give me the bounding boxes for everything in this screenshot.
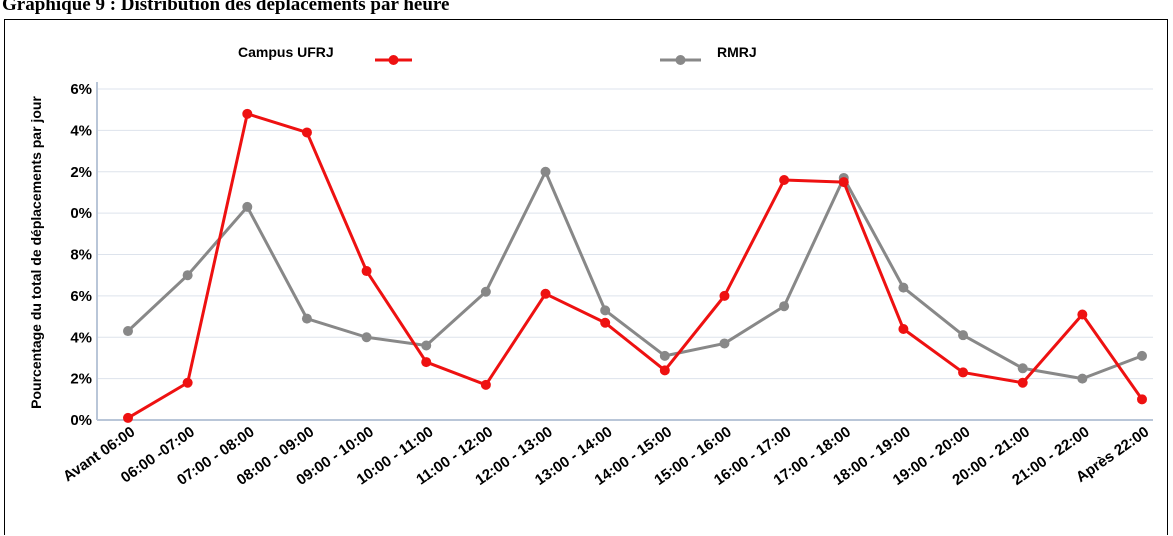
data-point [1077, 373, 1088, 384]
data-point [1017, 377, 1028, 388]
data-point [540, 166, 551, 177]
y-axis-ticks: 0% 2% 4% 6% 8% 0% 2% 4% 6% [70, 81, 92, 429]
legend-item: RMRJ [660, 44, 757, 65]
data-point [242, 108, 253, 119]
data-point [898, 323, 909, 334]
series-rmrj [123, 166, 1147, 384]
data-point [600, 305, 611, 316]
y-tick-label: 0% [70, 205, 92, 222]
legend-label: Campus UFRJ [238, 44, 334, 60]
data-point [838, 177, 849, 188]
data-point [600, 317, 611, 328]
data-point [1137, 394, 1147, 405]
y-tick-label: 6% [70, 81, 92, 98]
y-tick-label: 8% [70, 247, 92, 264]
data-point [242, 201, 253, 212]
data-point [659, 350, 670, 361]
data-point [182, 377, 193, 388]
y-tick-label: 2% [70, 371, 92, 388]
data-point [361, 266, 372, 277]
series-campus-ufrj [123, 108, 1147, 423]
data-point [123, 326, 133, 337]
data-point [719, 338, 730, 349]
data-point [958, 330, 969, 341]
data-point [421, 357, 432, 368]
y-tick-label: 0% [70, 412, 92, 429]
data-point [1017, 363, 1028, 374]
data-point [1077, 309, 1088, 320]
y-tick-label: 2% [70, 164, 92, 181]
gridlines [97, 88, 1153, 380]
series-layer [123, 108, 1147, 423]
data-point [480, 379, 491, 390]
data-point [898, 282, 909, 293]
document-title: Graphique 9 : Distribution des déplaceme… [2, 0, 450, 15]
data-point [659, 365, 670, 376]
legend-swatch-marker [388, 55, 399, 65]
data-point [301, 313, 312, 324]
data-point [719, 290, 730, 301]
data-point [421, 340, 432, 351]
chart-frame: 0% 2% 4% 6% 8% 0% 2% 4% 6% Avant 06:00 06:00 -07:… [4, 19, 1168, 535]
data-point [301, 127, 312, 138]
series-line [126, 170, 1143, 381]
y-axis-label: Pourcentage du total de déplacements par… [28, 96, 44, 409]
axes [96, 82, 1153, 421]
data-point [779, 175, 790, 186]
data-point [1137, 350, 1147, 361]
data-point [540, 288, 551, 299]
data-point [958, 367, 969, 378]
data-point [361, 332, 372, 343]
series-line [127, 112, 1144, 420]
legend-item: Campus UFRJ [238, 44, 412, 65]
legend-swatch-marker [675, 55, 686, 65]
data-point [779, 301, 790, 312]
data-point [123, 412, 133, 423]
data-point [182, 270, 193, 281]
legend-label: RMRJ [717, 44, 757, 60]
data-point [480, 286, 491, 297]
y-tick-label: 4% [70, 329, 92, 346]
legend: Campus UFRJ RMRJ [238, 44, 757, 65]
y-tick-label: 6% [70, 288, 92, 305]
y-tick-label: 4% [70, 122, 92, 139]
